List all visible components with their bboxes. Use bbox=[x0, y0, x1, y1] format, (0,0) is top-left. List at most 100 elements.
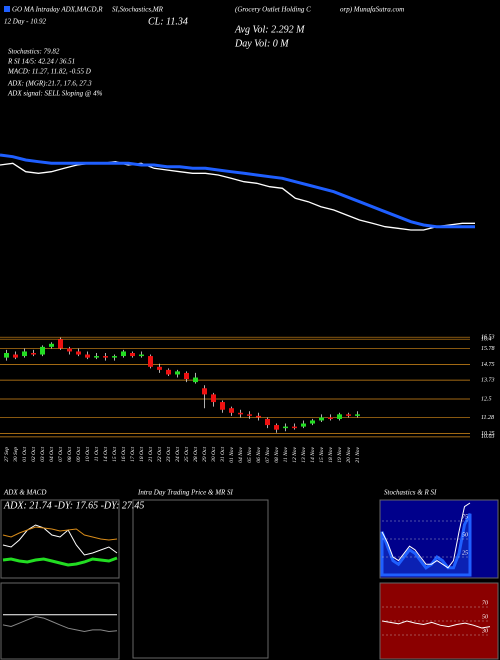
x-tick-label: 29 Oct bbox=[202, 447, 208, 462]
x-tick-label: 30 Oct bbox=[211, 447, 217, 463]
y-tick-label: 50 bbox=[462, 532, 468, 538]
x-tick-label: 15 Oct bbox=[112, 447, 118, 462]
header-text: SI,Stochastics,MR bbox=[112, 6, 164, 14]
candle-body bbox=[22, 351, 27, 357]
candle-body bbox=[337, 414, 342, 419]
candle-body bbox=[31, 353, 36, 355]
candle-body bbox=[274, 425, 279, 430]
candle-body bbox=[319, 417, 324, 421]
candle-body bbox=[220, 402, 225, 410]
panel-title: Stochastics & R SI bbox=[384, 489, 437, 497]
y-tick-label: 12.5 bbox=[481, 396, 492, 402]
candle-body bbox=[238, 412, 243, 415]
x-tick-label: 04 Nov bbox=[237, 446, 244, 462]
candle-body bbox=[202, 388, 207, 395]
x-tick-label: 07 Oct bbox=[58, 447, 64, 462]
candle-body bbox=[85, 354, 90, 358]
y-tick-label: 30 bbox=[481, 628, 488, 634]
candle-body bbox=[211, 394, 216, 403]
candle-body bbox=[256, 415, 261, 418]
candle-body bbox=[292, 426, 297, 429]
candle-body bbox=[121, 351, 126, 357]
x-tick-label: 08 Nov bbox=[274, 446, 280, 462]
x-tick-label: 01 Nov bbox=[229, 446, 235, 462]
x-tick-label: 22 Oct bbox=[157, 447, 163, 462]
macd-panel bbox=[0, 582, 120, 660]
header-text: CL: 11.34 bbox=[148, 16, 188, 27]
line bbox=[381, 502, 471, 569]
line bbox=[381, 620, 491, 629]
x-tick-label: 20 Nov bbox=[346, 446, 352, 462]
x-tick-label: 25 Oct bbox=[184, 447, 190, 462]
candle-body bbox=[193, 377, 198, 383]
y-tick-label: 13.73 bbox=[481, 378, 495, 384]
x-tick-label: 14 Oct bbox=[102, 447, 109, 462]
x-tick-label: 02 Oct bbox=[31, 447, 37, 462]
x-tick-label: 11 Nov bbox=[283, 446, 289, 462]
x-tick-label: 15 Nov bbox=[319, 446, 325, 462]
x-tick-label: 21 Nov bbox=[355, 446, 361, 462]
candle-body bbox=[139, 354, 144, 357]
x-tick-label: 01 Oct bbox=[22, 447, 28, 462]
header-text: (Grocery Outlet Holding C bbox=[235, 6, 311, 14]
header-text: ADX: (MGR):21.7, 17.6, 27.3 bbox=[7, 80, 92, 88]
line bbox=[2, 526, 118, 541]
x-tick-label: 18 Nov bbox=[328, 446, 334, 462]
x-tick-label: 17 Oct bbox=[130, 447, 136, 462]
header-text: MACD: 11.27, 11.82, -0.55 D bbox=[7, 68, 91, 76]
header-text: Day Vol: 0 M bbox=[234, 38, 289, 49]
candle-body bbox=[229, 408, 234, 413]
header-text: R SI 14/5: 42.24 / 36.51 bbox=[7, 58, 75, 66]
x-tick-label: 05 Nov bbox=[247, 446, 253, 462]
y-tick-label: 10.03 bbox=[481, 434, 495, 440]
header-text: 12 Day - 10.92 bbox=[4, 18, 46, 26]
candle-body bbox=[346, 414, 351, 416]
candle-body bbox=[130, 353, 135, 357]
candle-body bbox=[157, 366, 162, 370]
candle-body bbox=[58, 339, 63, 349]
candle-body bbox=[328, 417, 333, 419]
candle-body bbox=[67, 348, 72, 352]
x-tick-label: 18 Oct bbox=[139, 447, 145, 462]
candle-body bbox=[166, 369, 171, 375]
candle-body bbox=[355, 414, 360, 416]
candle-body bbox=[247, 414, 252, 416]
x-tick-label: 31 Oct bbox=[220, 447, 226, 463]
header-text: Stochastics: 79.82 bbox=[8, 48, 60, 56]
candle-body bbox=[184, 372, 189, 380]
x-tick-label: 06 Nov bbox=[256, 446, 262, 462]
y-tick-label: 10.25 bbox=[481, 431, 495, 437]
header-text: orp) MunafaSutra.com bbox=[340, 6, 404, 14]
y-tick-label: 15.78 bbox=[481, 346, 495, 352]
panel-title: ADX & MACD bbox=[3, 489, 46, 497]
line bbox=[2, 615, 118, 633]
x-tick-label: 10 Oct bbox=[85, 447, 91, 462]
x-tick-label: 07 Nov bbox=[265, 446, 271, 462]
candle-body bbox=[175, 371, 180, 375]
x-tick-label: 03 Oct bbox=[40, 447, 46, 462]
candle-body bbox=[4, 353, 9, 358]
x-tick-label: 08 Oct bbox=[67, 447, 73, 462]
x-tick-label: 24 Oct bbox=[174, 447, 181, 462]
header-text: ADX signal: SELL Sloping @ 4% bbox=[7, 90, 103, 98]
y-tick-label: 16.4 bbox=[481, 336, 492, 343]
candle-body bbox=[40, 346, 45, 355]
x-tick-label: 30 Sep bbox=[13, 447, 19, 463]
panel-title: Intra Day Trading Price & MR SI bbox=[137, 489, 234, 497]
x-tick-label: 11 Oct bbox=[94, 447, 100, 462]
candle-body bbox=[49, 343, 54, 347]
line bbox=[2, 524, 118, 556]
area bbox=[380, 513, 472, 577]
header-text: GO MA Intraday ADX,MACD,R bbox=[12, 6, 103, 14]
x-tick-label: 21 Oct bbox=[148, 447, 154, 462]
candle-body bbox=[310, 420, 315, 424]
x-tick-label: 14 Nov bbox=[309, 446, 316, 462]
panel-subtitle: ADX: 21.74 -DY: 17.65 -DY: 27.45 bbox=[3, 500, 144, 511]
x-tick-label: 28 Oct bbox=[193, 447, 199, 462]
x-tick-label: 04 Oct bbox=[48, 447, 55, 462]
x-tick-label: 23 Oct bbox=[166, 447, 172, 462]
y-tick-label: 16.53 bbox=[481, 335, 495, 341]
legend-swatch bbox=[4, 6, 10, 12]
y-tick-label: 14.75 bbox=[481, 361, 495, 368]
